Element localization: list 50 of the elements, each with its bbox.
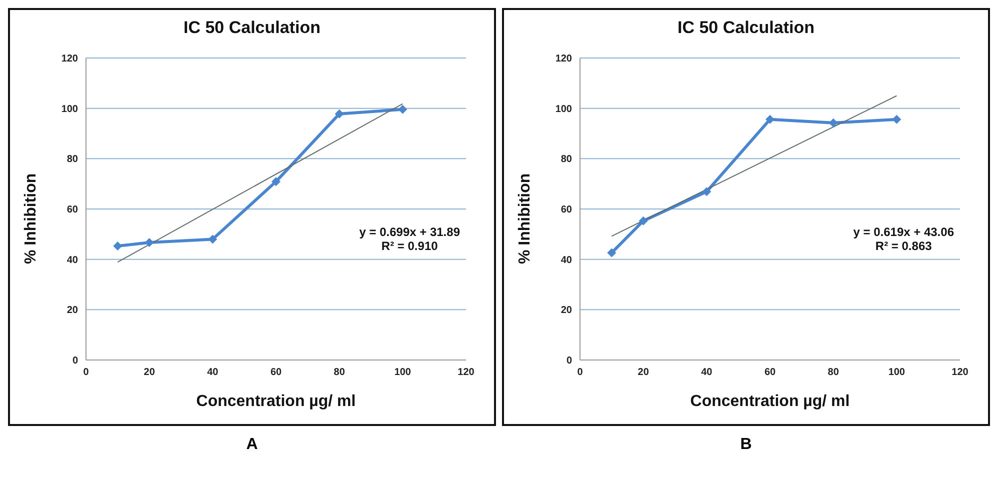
annotation: y = 0.619x + 43.06 <box>853 225 954 239</box>
y-tick-label: 40 <box>66 254 78 266</box>
x-tick-label: 100 <box>394 367 412 378</box>
annotation: R² = 0.910 <box>380 239 439 253</box>
x-tick-label: 40 <box>207 367 219 378</box>
y-axis-title: % Inhibition <box>22 173 40 264</box>
y-tick-label: 0 <box>72 356 78 367</box>
y-tick-label: 100 <box>61 104 78 115</box>
text: B <box>740 436 752 453</box>
y-tick-label: 80 <box>560 154 572 166</box>
x-tick-label: 80 <box>334 367 346 378</box>
text: A <box>246 436 258 453</box>
y-tick-label: 100 <box>555 104 572 115</box>
x-tick-label: 20 <box>638 367 650 378</box>
y-tick-label: 0 <box>566 356 572 367</box>
annotation: y = 0.699x + 31.89 <box>359 225 460 239</box>
chart-title: IC 50 Calculation <box>676 18 816 38</box>
x-tick-label: 80 <box>828 367 840 378</box>
y-tick-label: 20 <box>66 305 78 316</box>
x-tick-label: 120 <box>458 367 475 378</box>
point <box>272 177 280 186</box>
point <box>144 238 154 247</box>
x-tick-label: 0 <box>83 367 90 378</box>
y-tick-label: 80 <box>66 154 78 166</box>
y-axis-title: % Inhibition <box>516 173 534 264</box>
point <box>398 104 408 114</box>
y-tick-label: 120 <box>61 54 78 65</box>
x-tick-label: 60 <box>764 367 776 378</box>
annotation: R² = 0.863 <box>874 239 933 253</box>
x-tick-label: 20 <box>144 367 156 378</box>
y-tick-label: 60 <box>560 204 572 216</box>
x-tick-label: 100 <box>888 367 906 378</box>
y-tick-label: 20 <box>560 305 572 316</box>
x-tick-label: 60 <box>270 367 282 378</box>
point <box>766 114 774 124</box>
chart-title: IC 50 Calculation <box>182 18 322 38</box>
point <box>892 114 902 124</box>
point <box>113 241 122 250</box>
x-axis-title: Concentration µg/ ml <box>196 393 356 410</box>
y-tick-label: 40 <box>560 254 572 266</box>
x-tick-label: 40 <box>701 367 713 378</box>
point <box>607 248 616 258</box>
point <box>702 187 712 196</box>
y-tick-label: 120 <box>555 54 572 65</box>
x-axis-title: Concentration µg/ ml <box>690 393 850 410</box>
point <box>638 216 648 226</box>
x-tick-label: 120 <box>952 367 969 378</box>
point <box>334 109 344 118</box>
x-tick-label: 0 <box>577 367 584 378</box>
y-tick-label: 60 <box>66 204 78 216</box>
